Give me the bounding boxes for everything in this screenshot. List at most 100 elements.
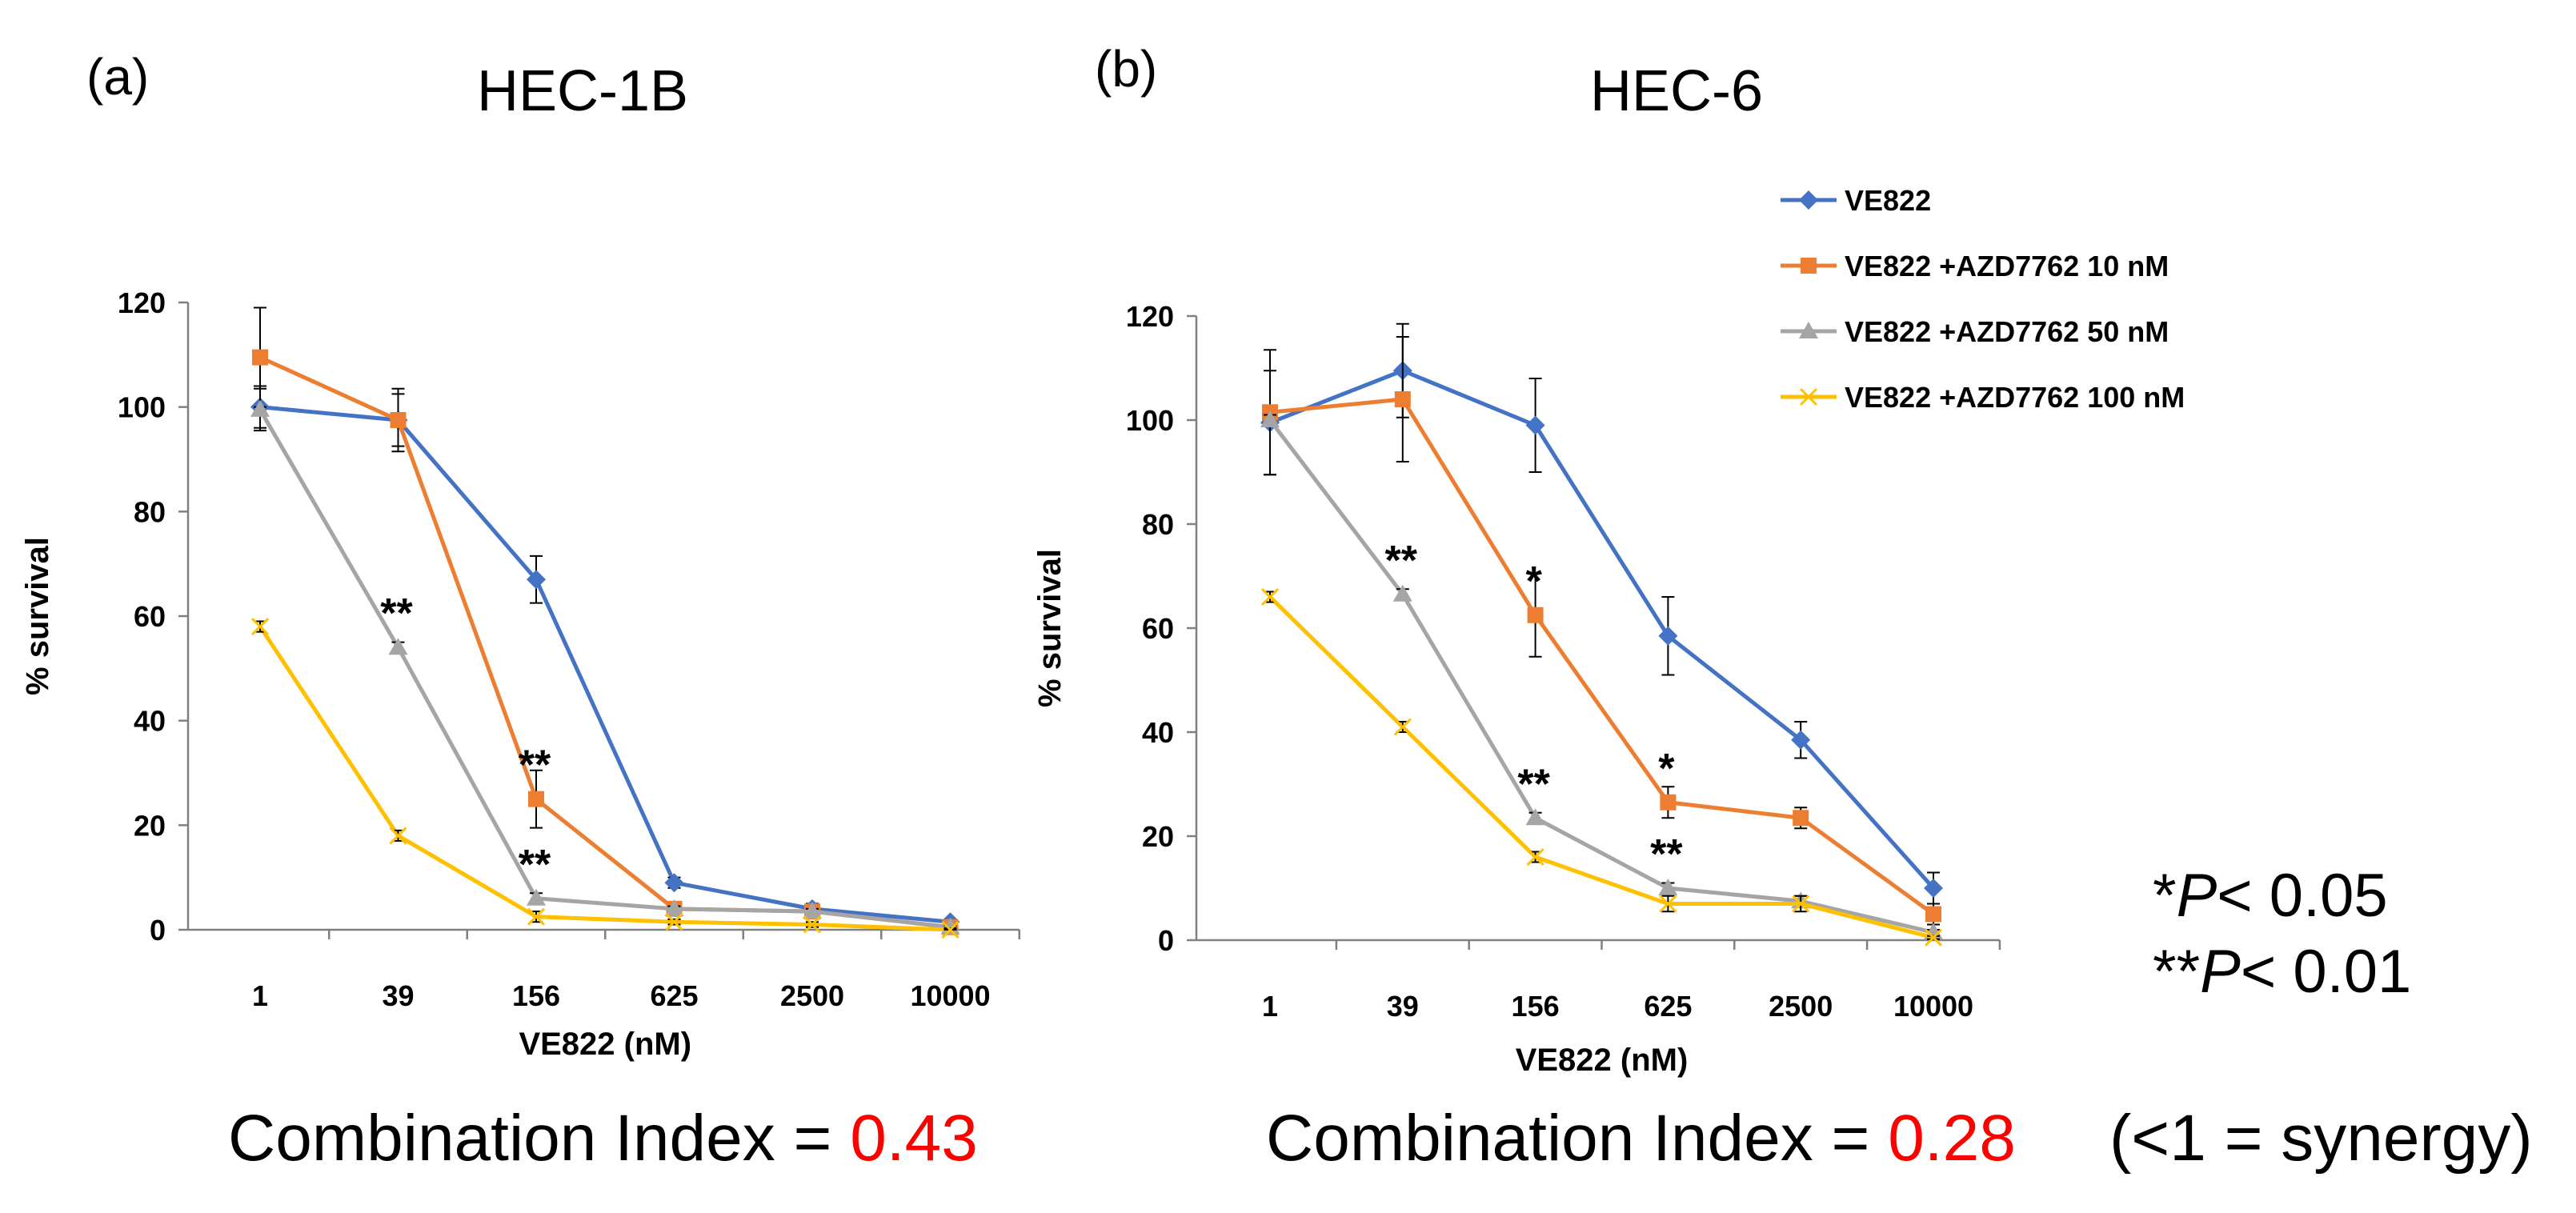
legend-label: VE822 +AZD7762 10 nM: [1845, 250, 2169, 282]
series-2-marker: [664, 899, 684, 916]
series-2-marker: [803, 902, 822, 919]
series-1-marker: [252, 349, 268, 366]
x-tick-label: 10000: [1893, 990, 1973, 1023]
y-axis-title: % survival: [20, 537, 55, 695]
y-tick-label: 120: [118, 286, 166, 319]
series-3-marker: [1799, 387, 1818, 406]
series-3-line: [1268, 595, 1934, 940]
series-0-marker: [1525, 415, 1545, 435]
series-1-line: [258, 355, 951, 930]
series-0-marker: [527, 570, 546, 590]
x-tick-label: 2500: [780, 979, 844, 1012]
series-1-line: [1269, 397, 1935, 916]
panel-label: (b): [1095, 40, 1157, 98]
combination-index-label-a: Combination Index =: [228, 1102, 850, 1175]
significance-note-2-rest: < 0.01: [2241, 938, 2411, 1006]
y-tick-label: 80: [134, 495, 166, 528]
series-1-marker: [1660, 794, 1677, 811]
series-2-marker: [250, 399, 270, 417]
significance-marker: **: [519, 842, 551, 888]
series-3-marker: [250, 618, 270, 636]
y-tick-label: 100: [118, 391, 166, 424]
series-0: [1260, 322, 1943, 905]
series-3-marker: [527, 907, 546, 926]
series-1-marker: [1801, 258, 1817, 274]
series-1-marker: [1925, 906, 1941, 923]
series-1: [252, 306, 959, 935]
x-tick-label: 10000: [910, 979, 990, 1012]
series-1-marker: [1394, 391, 1411, 407]
series-3-marker: [941, 920, 959, 939]
combination-index-value-a: 0.43: [850, 1102, 978, 1175]
x-axis-title: VE822 (nM): [519, 1027, 691, 1062]
series-2-marker: [1525, 808, 1545, 826]
y-tick-label: 60: [1142, 612, 1174, 645]
series-3-marker: [1924, 928, 1943, 947]
series-0: [250, 385, 960, 932]
series-3-marker: [1393, 718, 1412, 736]
series-2-marker: [527, 888, 546, 906]
y-tick-label: 100: [1126, 404, 1174, 437]
x-tick-label: 625: [1644, 990, 1692, 1023]
series-2-line: [1268, 418, 1934, 935]
series-2-marker: [388, 638, 408, 655]
y-tick-label: 0: [1158, 924, 1174, 957]
x-tick-label: 1: [252, 979, 268, 1012]
y-tick-label: 40: [134, 705, 166, 738]
significance-note-2-stars: **: [2153, 938, 2200, 1006]
series-2-marker: [1392, 584, 1412, 602]
synergy-note: (<1 = synergy): [2109, 1102, 2533, 1175]
significance-marker: **: [380, 590, 413, 637]
series-2-marker: [1658, 879, 1678, 895]
series-0-marker: [1924, 879, 1943, 898]
significance-marker: **: [1517, 761, 1550, 807]
x-tick-label: 39: [382, 979, 414, 1012]
significance-marker: *: [1525, 558, 1542, 605]
series-0-marker: [664, 873, 684, 893]
series-3: [250, 618, 959, 939]
y-tick-label: 20: [134, 809, 166, 842]
combination-index-b: Combination Index = 0.28: [1266, 1102, 2016, 1175]
y-tick-label: 60: [134, 600, 166, 633]
panel-label: (a): [86, 48, 149, 106]
combination-index-value-b: 0.28: [1888, 1102, 2016, 1175]
significance-marker: **: [519, 743, 551, 789]
y-axis-title: % survival: [1032, 549, 1068, 707]
series-3-marker: [803, 915, 822, 934]
y-tick-label: 0: [150, 914, 166, 947]
series-0-line: [1269, 368, 1935, 890]
significance-marker: *: [1658, 746, 1675, 792]
series-3-line: [258, 625, 951, 932]
x-tick-label: 625: [650, 979, 698, 1012]
legend-label: VE822 +AZD7762 100 nM: [1845, 381, 2185, 414]
x-tick-label: 2500: [1769, 990, 1833, 1023]
combination-index-a: Combination Index = 0.43: [228, 1102, 978, 1175]
significance-note-2-p: P: [2200, 938, 2241, 1006]
significance-marker: **: [1385, 538, 1418, 584]
y-tick-label: 120: [1126, 300, 1174, 333]
panel-a: (a) HEC-1B 0 20 40 60 80 100 120 1 39 156 625 2500 100…: [20, 48, 1020, 1062]
legend-label: VE822 +AZD7762 50 nM: [1845, 315, 2169, 348]
series-2-line: [258, 408, 951, 930]
legend: VE822 VE822 +AZD7762 10 nM VE822 +AZD7762 …: [1781, 184, 2185, 414]
series-3-marker: [1659, 895, 1677, 913]
series-0-marker: [1791, 730, 1811, 750]
series-1-marker: [1793, 810, 1809, 827]
combination-index-label-b: Combination Index =: [1266, 1102, 1888, 1175]
series-3-marker: [1260, 587, 1280, 606]
series-0-marker: [1658, 626, 1678, 646]
y-tick-label: 20: [1142, 820, 1174, 853]
panel-title: HEC-1B: [477, 59, 688, 123]
significance-note-1-p: P: [2177, 862, 2217, 930]
significance-note-2: **P< 0.01: [2153, 938, 2411, 1006]
panel-title: HEC-6: [1590, 59, 1763, 123]
x-tick-label: 1: [1262, 990, 1278, 1023]
series-3-marker: [389, 827, 407, 845]
series-2-marker: [1260, 410, 1280, 427]
series-3-marker: [1792, 895, 1810, 913]
panel-b: (b) HEC-6 0 20 40 60 80 100 120 1 39 156 625 2500 1000…: [1032, 40, 2185, 1078]
significance-marker: **: [1650, 831, 1683, 878]
series-1-marker: [390, 412, 407, 428]
significance-note-1: *P< 0.05: [2153, 862, 2388, 930]
